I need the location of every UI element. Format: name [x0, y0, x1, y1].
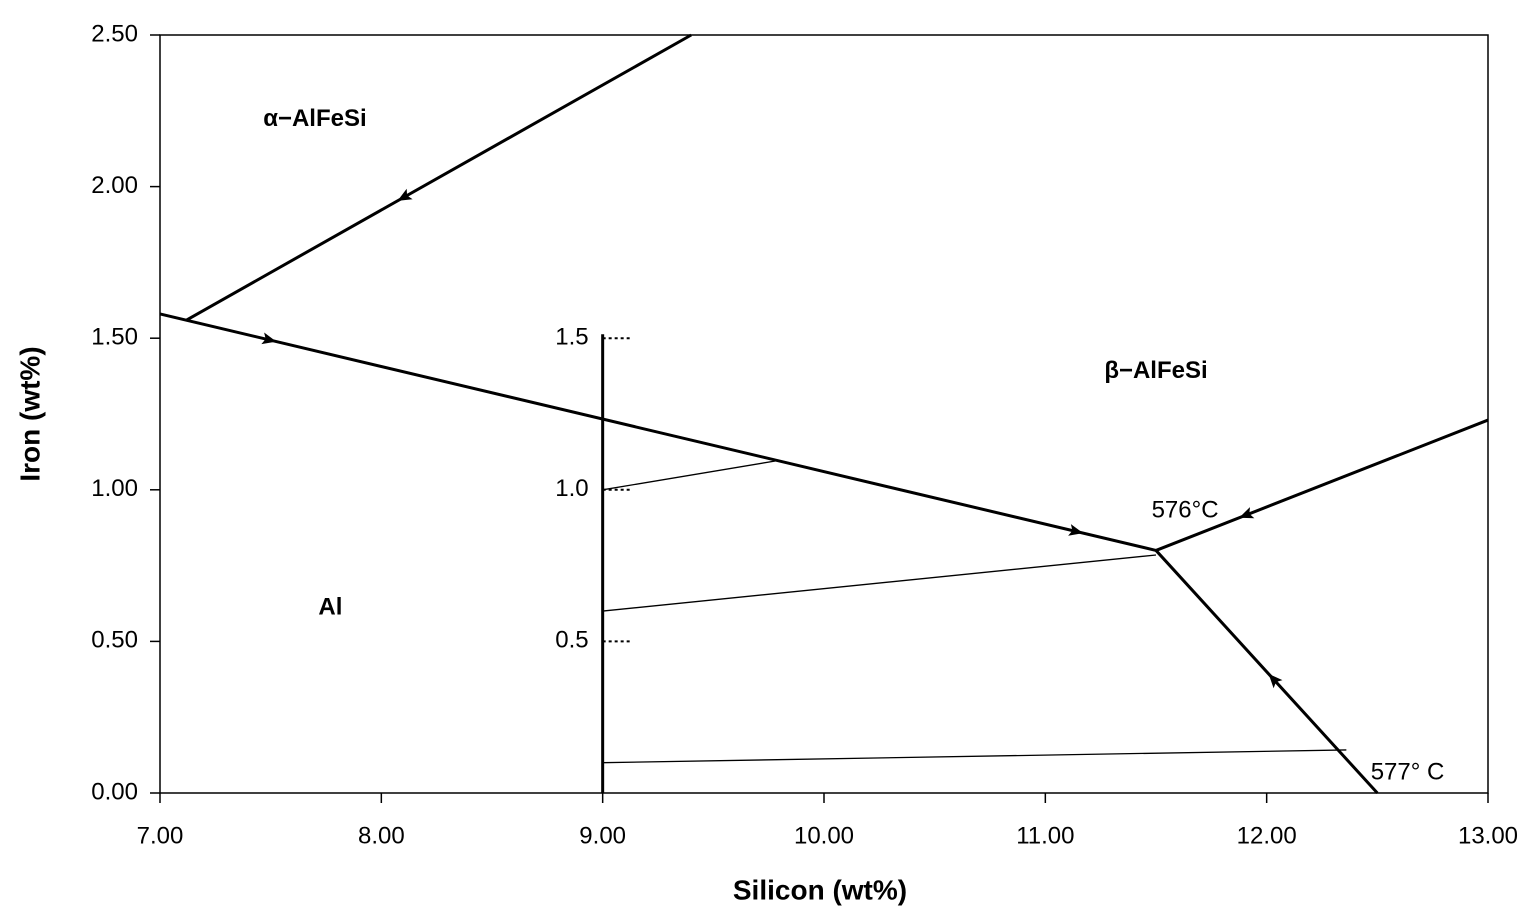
- x-tick-label: 7.00: [137, 822, 184, 849]
- inset-tick-label: 1.0: [555, 475, 588, 502]
- direction-arrow: [261, 332, 277, 345]
- x-axis-title: Silicon (wt%): [733, 874, 907, 905]
- y-tick-label: 2.50: [91, 20, 138, 47]
- y-tick-label: 1.00: [91, 475, 138, 502]
- x-tick-label: 11.00: [1016, 822, 1074, 849]
- phase-line: [602, 460, 776, 491]
- direction-arrow: [1239, 507, 1255, 519]
- phase-label: β−AlFeSi: [1104, 357, 1207, 384]
- phase-line: [159, 312, 1157, 552]
- plot-frame: [159, 34, 1489, 794]
- x-tick-label: 9.00: [579, 822, 626, 849]
- phase-line: [1155, 418, 1489, 552]
- direction-arrow: [1268, 673, 1283, 689]
- y-axis-title: Iron (wt%): [14, 346, 45, 481]
- x-tick-label: 8.00: [358, 822, 405, 849]
- phase-line: [185, 33, 692, 322]
- x-tick-label: 10.00: [794, 822, 854, 849]
- phase-line: [602, 749, 1347, 764]
- temperature-label: 577° C: [1371, 759, 1445, 786]
- phase-line: [602, 554, 1157, 612]
- inset-tick-label: 0.5: [555, 627, 588, 654]
- y-tick-label: 1.50: [91, 324, 138, 351]
- phase-label: α−AlFeSi: [263, 105, 366, 132]
- x-tick-label: 13.00: [1458, 822, 1518, 849]
- x-tick-label: 12.00: [1237, 822, 1297, 849]
- inset-tick-label: 1.5: [555, 324, 588, 351]
- temperature-label: 576°C: [1152, 496, 1219, 523]
- direction-arrow: [397, 188, 413, 201]
- phase-label: Al: [318, 593, 342, 620]
- direction-arrow: [1068, 524, 1084, 536]
- phase-line: [1154, 549, 1379, 795]
- y-tick-label: 0.00: [91, 778, 138, 805]
- y-tick-label: 0.50: [91, 627, 138, 654]
- y-tick-label: 2.00: [91, 172, 138, 199]
